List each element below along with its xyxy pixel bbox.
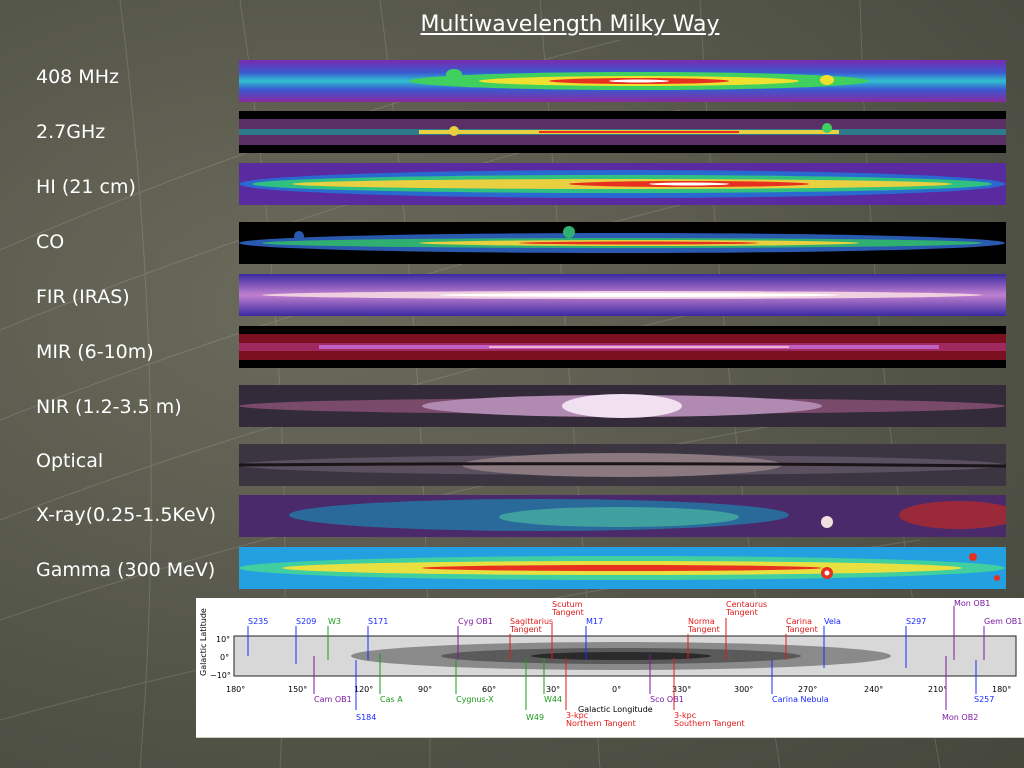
y-tick-label: −10°: [210, 671, 231, 680]
marker-s235: S235: [248, 617, 268, 626]
marker-sagittarius-tangent: Tangent: [509, 625, 542, 634]
page-title: Multiwavelength Milky Way: [420, 12, 720, 37]
x-tick-label: 60°: [482, 685, 496, 694]
marker-cas-a: Cas A: [380, 695, 403, 704]
y-axis-label: Galactic Latitude: [199, 608, 208, 676]
band-label-optical: Optical: [36, 450, 104, 472]
marker-cygnus-x: Cygnus-X: [456, 695, 494, 704]
marker-carina-nebula: Carina Nebula: [772, 695, 829, 704]
x-tick-label: 270°: [798, 685, 817, 694]
marker-carina-tangent: Tangent: [785, 625, 818, 634]
strip-hi-image: [239, 163, 1006, 205]
x-tick-label: 150°: [288, 685, 307, 694]
x-tick-label: 240°: [864, 685, 883, 694]
strip-xray-image: [239, 495, 1006, 537]
marker-sco-ob1: Sco OB1: [650, 695, 684, 704]
marker-gem-ob1: Gem OB1: [984, 617, 1022, 626]
marker-centaurus-tangent: Tangent: [725, 608, 758, 617]
x-tick-label: 120°: [354, 685, 373, 694]
marker-m17: M17: [586, 617, 603, 626]
marker-southern-tangent: Southern Tangent: [674, 719, 745, 728]
marker-w49: W49: [526, 713, 544, 722]
x-tick-label: 330°: [672, 685, 691, 694]
marker-cam-ob1: Cam OB1: [314, 695, 352, 704]
marker-norma: Norma: [688, 617, 715, 626]
marker-scutum-tangent: Tangent: [551, 608, 584, 617]
x-tick-label: 90°: [418, 685, 432, 694]
band-label-2.7ghz: 2.7GHz: [36, 121, 106, 143]
marker-scutum: Scutum: [552, 600, 583, 609]
band-label-gamma: Gamma (300 MeV): [36, 559, 216, 581]
marker-cyg-ob1: Cyg OB1: [458, 617, 493, 626]
band-label-408mhz: 408 MHz: [36, 66, 119, 88]
marker-mon-ob1: Mon OB1: [954, 599, 990, 608]
marker-w44: W44: [544, 695, 562, 704]
strip-2.7ghz-image: [239, 111, 1006, 153]
strip-mir-image: [239, 326, 1006, 368]
strip-408mhz-image: [239, 60, 1006, 102]
divider-line: [196, 737, 1024, 738]
x-axis-label: Galactic Longitude: [578, 705, 653, 714]
x-tick-label: 0°: [612, 685, 621, 694]
marker-w3: W3: [328, 617, 341, 626]
galactic-map-figure: Galactic Latitude 10° 0° −10° 180° 150° …: [196, 598, 1024, 738]
x-tick-label: 210°: [928, 685, 947, 694]
band-label-mir: MIR (6-10m): [36, 341, 154, 363]
band-label-hi: HI (21 cm): [36, 176, 136, 198]
band-label-fir: FIR (IRAS): [36, 286, 130, 308]
y-tick-label: 10°: [216, 635, 230, 644]
band-label-xray: X-ray(0.25-1.5KeV): [36, 504, 217, 526]
strip-nir-image: [239, 385, 1006, 427]
x-tick-label: 180°: [992, 685, 1011, 694]
strip-optical-image: [239, 444, 1006, 486]
y-tick-label: 0°: [220, 653, 229, 662]
marker-carina: Carina: [786, 617, 812, 626]
marker-s171: S171: [368, 617, 388, 626]
x-tick-label: 300°: [734, 685, 753, 694]
marker-s184: S184: [356, 713, 376, 722]
marker-s257: S257: [974, 695, 994, 704]
marker-norma-tangent: Tangent: [687, 625, 720, 634]
strip-co-image: [239, 222, 1006, 264]
marker-sagittarius: Sagittarius: [510, 617, 553, 626]
marker-s209: S209: [296, 617, 316, 626]
band-label-nir: NIR (1.2-3.5 m): [36, 396, 182, 418]
marker-centaurus: Centaurus: [726, 600, 767, 609]
marker-3kpc-north: 3-kpc: [566, 711, 588, 720]
strip-gamma-image: [239, 547, 1006, 589]
x-tick-label: 30°: [546, 685, 560, 694]
marker-vela: Vela: [824, 617, 841, 626]
marker-3kpc-south: 3-kpc: [674, 711, 696, 720]
x-tick-label: 180°: [226, 685, 245, 694]
marker-northern-tangent: Northern Tangent: [566, 719, 636, 728]
marker-mon-ob2: Mon OB2: [942, 713, 978, 722]
strip-fir-image: [239, 274, 1006, 316]
band-label-co: CO: [36, 231, 65, 253]
marker-s297: S297: [906, 617, 926, 626]
